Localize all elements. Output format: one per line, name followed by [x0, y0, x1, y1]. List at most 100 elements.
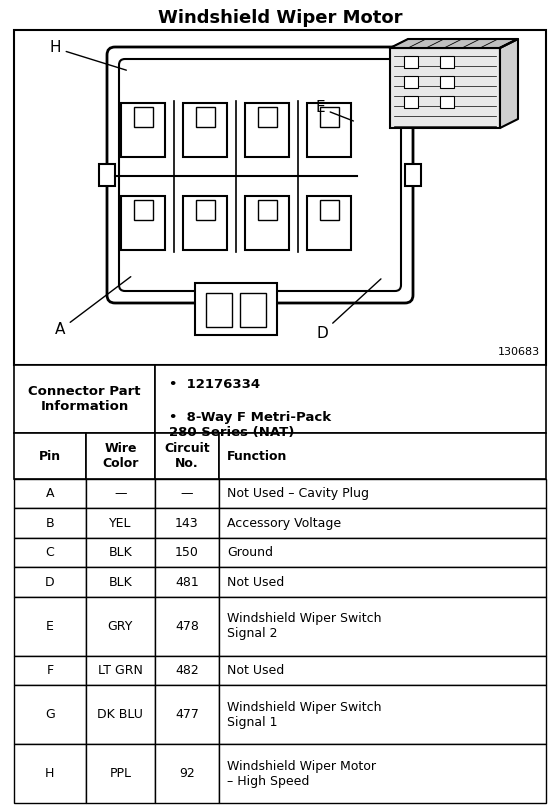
Bar [155, 433, 219, 479]
Text: Windshield Wiper Motor
– High Speed: Windshield Wiper Motor – High Speed [227, 760, 376, 787]
Bar [245, 103, 289, 157]
Bar [245, 196, 289, 250]
Bar [14, 479, 86, 508]
Bar [155, 685, 219, 744]
Bar [86, 568, 155, 597]
Bar [405, 164, 421, 186]
Bar [219, 538, 546, 568]
Bar [320, 107, 339, 127]
Text: B: B [45, 517, 54, 530]
Text: H: H [49, 41, 127, 71]
Text: Not Used: Not Used [227, 664, 284, 677]
Text: 92: 92 [179, 767, 195, 780]
Text: D: D [316, 279, 381, 341]
Bar [121, 103, 165, 157]
Bar [155, 365, 546, 433]
Bar [183, 103, 227, 157]
Text: 150: 150 [175, 546, 199, 559]
Text: YEL: YEL [109, 517, 132, 530]
Bar [14, 433, 86, 479]
Text: Windshield Wiper Switch
Signal 2: Windshield Wiper Switch Signal 2 [227, 612, 381, 640]
Bar [307, 196, 351, 250]
Bar [196, 107, 215, 127]
Text: A: A [46, 487, 54, 500]
Bar [219, 685, 546, 744]
Bar [155, 538, 219, 568]
Bar [134, 107, 153, 127]
Bar [86, 479, 155, 508]
Text: 130683: 130683 [498, 347, 540, 357]
Text: Function: Function [227, 449, 287, 462]
Bar [134, 200, 153, 220]
Text: Windshield Wiper Switch
Signal 1: Windshield Wiper Switch Signal 1 [227, 701, 381, 728]
Bar [14, 597, 86, 656]
Bar [14, 538, 86, 568]
Text: Wire
Color: Wire Color [102, 442, 138, 470]
Text: A: A [55, 277, 131, 337]
Bar [14, 685, 86, 744]
Bar [155, 656, 219, 685]
Bar [86, 508, 155, 538]
Bar [440, 56, 454, 68]
Text: 482: 482 [175, 664, 199, 677]
Bar [196, 200, 215, 220]
Bar [206, 293, 232, 327]
Bar [14, 568, 86, 597]
Bar [219, 568, 546, 597]
Text: BLK: BLK [109, 546, 132, 559]
Bar [404, 56, 418, 68]
Bar [86, 685, 155, 744]
Text: Connector Part
Information: Connector Part Information [28, 385, 141, 413]
Text: 143: 143 [175, 517, 199, 530]
Text: BLK: BLK [109, 576, 132, 589]
Bar [219, 508, 546, 538]
Bar [440, 76, 454, 88]
Bar [86, 656, 155, 685]
Bar [258, 107, 277, 127]
Bar [14, 508, 86, 538]
Text: Not Used – Cavity Plug: Not Used – Cavity Plug [227, 487, 369, 500]
Bar [195, 283, 277, 335]
Text: Windshield Wiper Motor: Windshield Wiper Motor [158, 9, 402, 27]
Polygon shape [390, 39, 518, 48]
Text: •  12176334: • 12176334 [169, 379, 260, 392]
FancyBboxPatch shape [107, 47, 413, 303]
Text: D: D [45, 576, 55, 589]
Text: 481: 481 [175, 576, 199, 589]
Text: Ground: Ground [227, 546, 273, 559]
Text: DK BLU: DK BLU [97, 708, 143, 721]
Bar [86, 744, 155, 803]
Text: 478: 478 [175, 620, 199, 633]
Bar [404, 96, 418, 108]
Text: C: C [45, 546, 54, 559]
Polygon shape [500, 39, 518, 128]
Bar [155, 508, 219, 538]
Text: LT GRN: LT GRN [98, 664, 143, 677]
Text: Circuit
No.: Circuit No. [164, 442, 209, 470]
Text: •  8-Way F Metri-Pack
280 Series (NAT): • 8-Way F Metri-Pack 280 Series (NAT) [169, 411, 331, 439]
Bar [14, 744, 86, 803]
Text: E: E [46, 620, 54, 633]
Bar [219, 433, 546, 479]
Bar [404, 76, 418, 88]
Text: G: G [45, 708, 55, 721]
Text: —: — [181, 487, 193, 500]
Bar [440, 96, 454, 108]
Bar [320, 200, 339, 220]
Text: PPL: PPL [109, 767, 132, 780]
Text: Pin: Pin [39, 449, 61, 462]
Bar [219, 744, 546, 803]
Bar [240, 293, 266, 327]
Bar [14, 365, 155, 433]
Bar [14, 30, 546, 365]
Bar [155, 597, 219, 656]
Text: E: E [315, 101, 353, 121]
Text: H: H [45, 767, 54, 780]
Bar [183, 196, 227, 250]
Bar [86, 538, 155, 568]
Text: Accessory Voltage: Accessory Voltage [227, 517, 341, 530]
Bar [99, 164, 115, 186]
FancyBboxPatch shape [119, 59, 401, 291]
Bar [307, 103, 351, 157]
Bar [14, 656, 86, 685]
